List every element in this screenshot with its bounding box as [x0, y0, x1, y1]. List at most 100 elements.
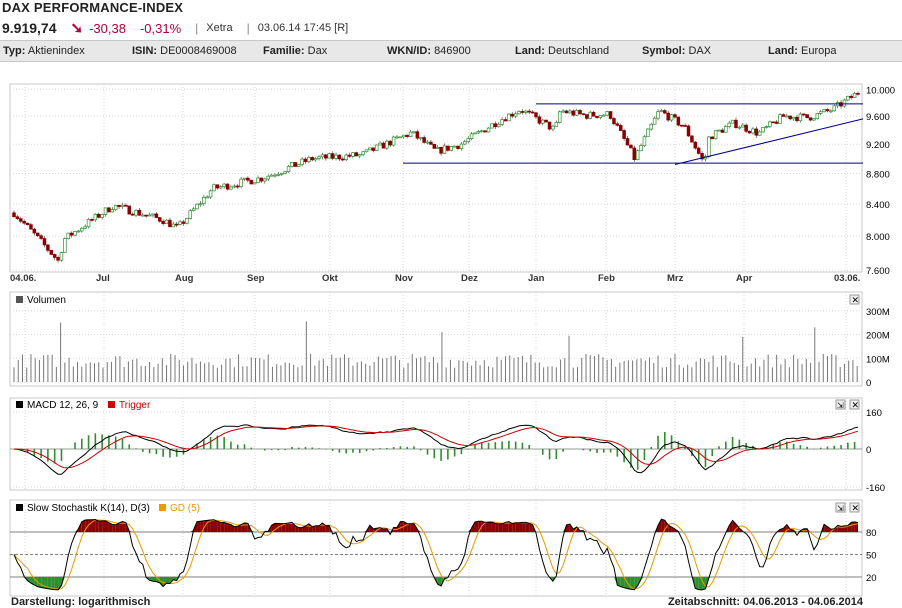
oversold-fill: [630, 577, 635, 590]
expand-icon[interactable]: ⇲: [835, 399, 846, 410]
candle: [612, 116, 616, 126]
overbought-fill: [383, 528, 387, 532]
overbought-fill: [363, 530, 367, 532]
candle-body: [571, 110, 576, 116]
histogram-bar: [548, 449, 551, 460]
close-icon[interactable]: ✕: [849, 399, 860, 410]
candlesticks: [12, 91, 860, 263]
histogram-bar: [772, 444, 775, 449]
candle: [734, 117, 738, 129]
candle-body: [415, 131, 420, 139]
candle: [588, 110, 592, 120]
close-icon[interactable]: ✕: [849, 502, 860, 513]
volume-bar: [204, 363, 206, 382]
histogram-bar: [379, 448, 381, 449]
y-tick-label: 8.400: [866, 200, 890, 211]
overbought-fill: [105, 520, 109, 532]
candle: [347, 152, 352, 158]
candle: [842, 98, 847, 108]
candle-body: [269, 174, 274, 177]
candle-body: [283, 171, 287, 174]
volume-bar: [551, 366, 553, 382]
candle: [317, 155, 321, 161]
candle-body: [530, 111, 535, 114]
candle-body: [724, 126, 728, 133]
candle-body: [100, 214, 104, 218]
candle: [381, 141, 386, 149]
oversold-fill: [41, 577, 45, 589]
histogram-bar: [494, 442, 497, 449]
candle-body: [337, 154, 342, 160]
candle-body: [137, 209, 142, 216]
candle-body: [524, 110, 528, 113]
volume-bar: [170, 353, 172, 382]
candle: [774, 119, 779, 125]
volume-bar: [43, 355, 45, 382]
candle-body: [25, 222, 30, 226]
volume-bar: [555, 367, 557, 382]
candle-body: [252, 182, 257, 185]
info-bar: Typ: Aktienindex ISIN: DE0008469008 Fami…: [0, 40, 902, 62]
volume-bar: [178, 359, 180, 382]
svg-text:✕: ✕: [852, 503, 860, 513]
candle-body: [134, 209, 138, 216]
candle: [530, 110, 535, 114]
histogram-bar: [413, 446, 415, 449]
volume-bar: [276, 364, 278, 382]
candle: [581, 113, 586, 116]
close-icon[interactable]: ✕: [849, 294, 860, 305]
candle-body: [652, 117, 657, 125]
overbought-fill: [122, 521, 126, 532]
volume-bar: [13, 367, 15, 382]
candle-body: [608, 111, 613, 119]
candle-body: [618, 125, 623, 131]
candle-body: [846, 95, 850, 101]
candle-body: [191, 208, 196, 211]
expand-icon[interactable]: ⇲: [835, 502, 846, 513]
candle: [737, 125, 742, 130]
volume-bar: [458, 360, 460, 382]
candle-body: [574, 110, 579, 116]
candle: [52, 253, 57, 260]
candle: [32, 227, 37, 236]
y-tick-label: 20: [866, 573, 877, 584]
candle-body: [154, 213, 159, 218]
y-tick-label: 300M: [866, 307, 890, 318]
candle-body: [130, 213, 135, 216]
candle-body: [842, 99, 847, 107]
candle: [418, 137, 423, 141]
trigger-title: Trigger: [119, 400, 151, 411]
candle: [686, 124, 691, 138]
volume-bar: [615, 366, 617, 382]
volume-legend-swatch: [16, 296, 23, 303]
histogram-bar: [311, 447, 314, 449]
candle-body: [35, 232, 40, 237]
candle-body: [15, 216, 20, 219]
volume-bar: [81, 366, 83, 382]
histogram-bar: [325, 449, 327, 450]
overbought-fill: [729, 520, 733, 532]
candle: [510, 112, 515, 119]
volume-bar: [166, 365, 168, 382]
candle: [846, 95, 850, 102]
volume-bar: [238, 354, 240, 382]
volume-bar: [754, 358, 756, 382]
candle: [822, 108, 826, 113]
candle-body: [171, 223, 176, 228]
overbought-fill: [210, 519, 214, 532]
candle-body: [374, 144, 379, 151]
candle-body: [147, 214, 152, 217]
overbought-fill: [108, 522, 113, 532]
volume-bar: [267, 354, 269, 382]
candle: [222, 183, 226, 189]
oversold-fill: [447, 577, 452, 578]
candle: [402, 134, 406, 139]
candle: [56, 255, 60, 263]
candle-body: [456, 145, 460, 149]
candle: [595, 115, 599, 119]
candle-body: [503, 119, 508, 122]
histogram-bar: [602, 449, 605, 453]
candle: [622, 128, 626, 141]
candle-body: [235, 185, 240, 188]
candle: [656, 109, 660, 121]
